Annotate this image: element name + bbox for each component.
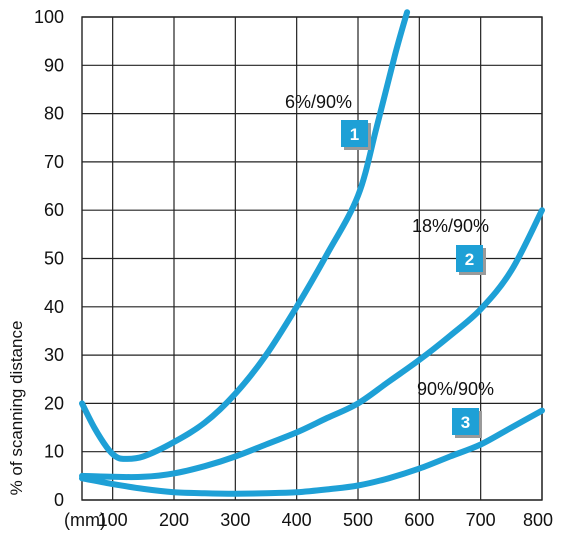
series-label-1: 6%/90% xyxy=(285,92,352,112)
x-tick-label: 800 xyxy=(523,510,553,530)
y-tick-label: 40 xyxy=(44,297,64,317)
y-tick-label: 90 xyxy=(44,55,64,75)
x-tick-label: 100 xyxy=(98,510,128,530)
y-tick-label: 10 xyxy=(44,442,64,462)
y-tick-label: 20 xyxy=(44,393,64,413)
y-tick-label: 0 xyxy=(54,490,64,510)
y-tick-label: 30 xyxy=(44,345,64,365)
series-label-3: 90%/90% xyxy=(417,379,494,399)
series-line-2 xyxy=(79,207,545,481)
series-line-3 xyxy=(79,407,545,497)
series-group xyxy=(79,9,545,497)
curve-labels: 6%/90% 1 18%/90% 2 90%/90% 3 xyxy=(285,92,494,438)
marker-number: 1 xyxy=(350,125,359,144)
series-marker-1: 1 xyxy=(341,120,371,150)
x-tick-label: 700 xyxy=(466,510,496,530)
x-tick-label: 400 xyxy=(282,510,312,530)
x-unit-label: (mm) xyxy=(64,510,106,530)
x-tick-label: 300 xyxy=(220,510,250,530)
series-line-1 xyxy=(79,9,411,462)
marker-box xyxy=(456,245,483,272)
series-marker-2: 2 xyxy=(456,245,486,275)
y-tick-label: 80 xyxy=(44,104,64,124)
tick-labels: 0 10 20 30 40 50 60 70 80 90 100 100 200 300 400 500 600… xyxy=(34,7,553,530)
marker-number: 3 xyxy=(461,413,470,432)
x-tick-label: 200 xyxy=(159,510,189,530)
y-axis-title: % of scanning distance xyxy=(7,321,26,496)
y-tick-label: 100 xyxy=(34,7,64,27)
y-tick-label: 60 xyxy=(44,200,64,220)
marker-box xyxy=(341,120,368,147)
marker-number: 2 xyxy=(465,250,474,269)
x-tick-label: 500 xyxy=(343,510,373,530)
y-tick-label: 70 xyxy=(44,152,64,172)
marker-box xyxy=(452,408,479,435)
series-marker-3: 3 xyxy=(452,408,482,438)
series-label-2: 18%/90% xyxy=(412,216,489,236)
x-tick-label: 600 xyxy=(404,510,434,530)
y-tick-label: 50 xyxy=(44,249,64,269)
